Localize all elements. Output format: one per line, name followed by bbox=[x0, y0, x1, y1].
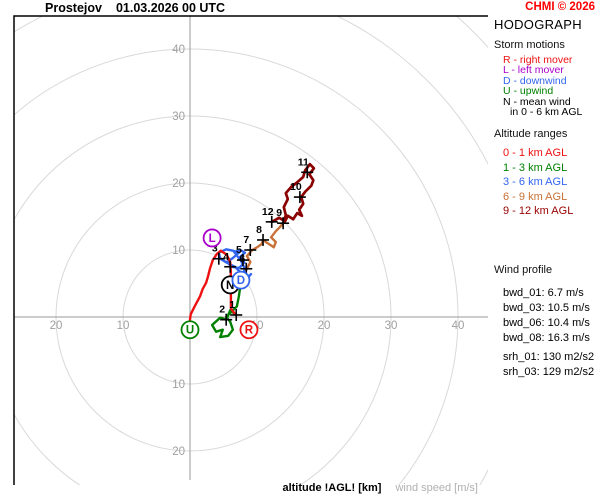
altitude-range-legend-item: 3 - 6 km AGL bbox=[503, 176, 568, 188]
altitude-label: 8 bbox=[256, 224, 262, 236]
altitude-caption: altitude !AGL! [km] bbox=[282, 482, 382, 494]
storm-marker-letter-U: U bbox=[186, 325, 194, 337]
storm-marker-letter-R: R bbox=[245, 325, 254, 337]
altitude-label: 1 bbox=[229, 299, 235, 311]
sidebar-title: HODOGRAPH bbox=[494, 17, 582, 32]
wind-trace-6-9-km-AGL bbox=[245, 221, 285, 272]
altitude-range-legend-item: 1 - 3 km AGL bbox=[503, 161, 568, 174]
storm-motion-legend-item: R - right mover bbox=[503, 54, 573, 66]
storm-motions-title: Storm motions bbox=[494, 39, 565, 51]
x-tick-label: 40 bbox=[452, 320, 465, 332]
storm-marker-letter-D: D bbox=[237, 275, 245, 287]
storm-motion-legend-item: D - downwind bbox=[503, 74, 567, 87]
altitude-range-legend-item: 9 - 12 km AGL bbox=[503, 205, 574, 217]
altitude-label: 6 bbox=[239, 253, 245, 265]
y-tick-label: 10 bbox=[172, 379, 185, 391]
srh-value: srh_01: 130 m2/s2 bbox=[503, 351, 595, 363]
altitude-label: 9 bbox=[276, 207, 282, 219]
altitude-label: 7 bbox=[243, 234, 249, 246]
altitude-label: 12 bbox=[262, 206, 274, 218]
bwd-value: bwd_01: 6.7 m/s bbox=[503, 287, 584, 299]
range-ring bbox=[14, 16, 488, 485]
storm-relative-helicity-list: srh_01: 130 m2/s2 srh_03: 129 m2/s2 bbox=[503, 350, 594, 380]
storm-motion-legend-item: L - left mover bbox=[503, 64, 564, 77]
storm-marker-L bbox=[202, 228, 222, 248]
y-tick-label: 20 bbox=[172, 178, 185, 190]
y-tick-label: 30 bbox=[172, 111, 185, 123]
bwd-value: bwd_08: 16.3 m/s bbox=[503, 332, 590, 344]
wind-trace-0-1-km-AGL bbox=[188, 249, 238, 321]
altitude-label: 5 bbox=[236, 244, 242, 256]
axis-captions: altitude !AGL! [km] wind speed [m/s] bbox=[0, 482, 478, 494]
x-tick-label: 20 bbox=[318, 320, 331, 332]
altitude-range-legend-item: 6 - 9 km AGL bbox=[503, 190, 568, 203]
wind-trace-1-3-km-AGL bbox=[210, 270, 242, 339]
altitude-label: 3 bbox=[212, 243, 218, 255]
bulk-wind-difference-list: bwd_01: 6.7 m/s bwd_03: 10.5 m/s bwd_06: 1… bbox=[503, 286, 590, 346]
wind-profile-title: Wind profile bbox=[494, 264, 553, 276]
altitude-label: 10 bbox=[290, 181, 302, 193]
bwd-value: bwd_06: 10.4 m/s bbox=[503, 317, 590, 329]
wind-speed-caption: wind speed [m/s] bbox=[395, 482, 478, 494]
y-tick-label: 10 bbox=[172, 245, 185, 257]
storm-marker-R bbox=[239, 320, 259, 340]
x-tick-label: 10 bbox=[117, 320, 130, 332]
altitude-label: 2 bbox=[219, 304, 225, 316]
credit-text: CHMI © 2026 bbox=[525, 1, 595, 13]
range-ring bbox=[14, 115, 392, 485]
altitude-ranges-legend: 0 - 1 km AGL 1 - 3 km AGL 3 - 6 km AGL 6 - … bbox=[503, 146, 573, 219]
storm-marker-letter-N: N bbox=[226, 280, 234, 292]
storm-motion-legend-item: N - mean wind bbox=[503, 95, 571, 108]
storm-motion-legend-item: in 0 - 6 km AGL bbox=[510, 106, 583, 119]
legend-sidebar: HODOGRAPH Storm motions R - right mover L… bbox=[490, 0, 600, 500]
storm-marker-D bbox=[231, 270, 251, 290]
altitude-range-legend-item: 0 - 1 km AGL bbox=[503, 147, 568, 159]
altitude-label: 4 bbox=[223, 251, 229, 263]
x-tick-label: 30 bbox=[385, 320, 398, 332]
station-name: Prostejov bbox=[45, 1, 102, 15]
storm-marker-letter-L: L bbox=[209, 233, 216, 245]
srh-value: srh_03: 129 m2/s2 bbox=[503, 366, 595, 378]
altitude-label: 11 bbox=[298, 156, 309, 168]
x-tick-label: 20 bbox=[50, 320, 63, 332]
range-ring bbox=[14, 48, 459, 485]
bwd-value: bwd_03: 10.5 m/s bbox=[503, 302, 590, 314]
wind-trace-9-12-km-AGL bbox=[270, 162, 316, 225]
y-tick-label: 40 bbox=[172, 44, 185, 56]
plot-border bbox=[13, 15, 488, 485]
altitude-ranges-title: Altitude ranges bbox=[494, 128, 568, 140]
storm-marker-U bbox=[180, 320, 200, 340]
storm-motion-legend-item: U - upwind bbox=[503, 85, 554, 98]
page-title: Prostejov 01.03.2026 00 UTC bbox=[45, 1, 225, 15]
sounding-datetime: 01.03.2026 00 UTC bbox=[115, 1, 226, 15]
y-tick-label: 20 bbox=[172, 446, 185, 458]
storm-motions-legend: R - right mover L - left mover D - downwin… bbox=[503, 54, 583, 119]
